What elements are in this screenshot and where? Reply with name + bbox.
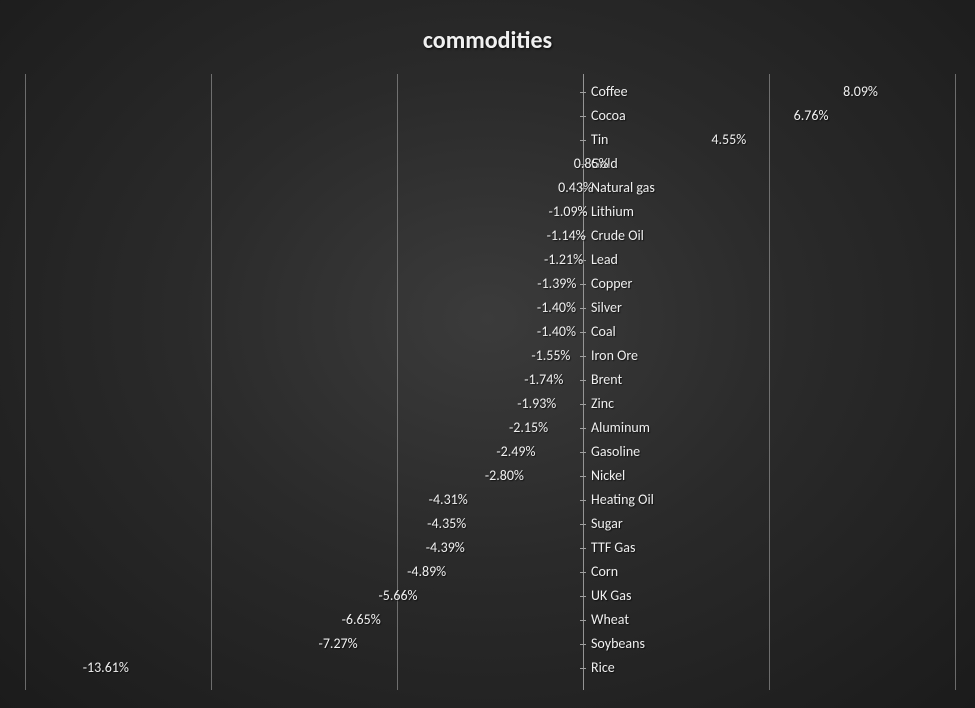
value-label: -1.74%: [524, 368, 563, 392]
category-label: Aluminum: [591, 416, 650, 440]
value-label: -2.49%: [496, 440, 535, 464]
chart-row: Coffee 8.09%: [25, 80, 955, 104]
category-label: Tin: [591, 128, 608, 152]
chart-row: Lead -1.21%: [25, 248, 955, 272]
axis-tick: [580, 92, 586, 93]
axis-tick: [580, 356, 586, 357]
value-label: 4.55%: [711, 128, 746, 152]
value-label: -4.31%: [429, 488, 468, 512]
axis-tick: [580, 572, 586, 573]
category-label: TTF Gas: [591, 536, 635, 560]
axis-tick: [580, 500, 586, 501]
axis-tick: [580, 116, 586, 117]
chart-row: Lithium-1.09%: [25, 200, 955, 224]
axis-tick: [580, 140, 586, 141]
chart-row: Tin 4.55%: [25, 128, 955, 152]
category-label: Iron Ore: [591, 344, 638, 368]
value-label: -6.65%: [342, 608, 381, 632]
value-label: -4.89%: [407, 560, 446, 584]
value-label: -2.15%: [509, 416, 548, 440]
value-label: -1.40%: [537, 296, 576, 320]
category-label: Lead: [591, 248, 618, 272]
chart-row: Silver -1.40%: [25, 296, 955, 320]
category-label: Nickel: [591, 464, 625, 488]
category-label: Sugar: [591, 512, 623, 536]
axis-tick: [580, 404, 586, 405]
axis-tick: [580, 380, 586, 381]
gridline: [955, 80, 956, 690]
value-label: -1.93%: [517, 392, 556, 416]
axis-tick: [580, 428, 586, 429]
category-label: Brent: [591, 368, 622, 392]
value-label: -1.55%: [531, 344, 570, 368]
chart-row: Aluminum -2.15%: [25, 416, 955, 440]
chart-row: Crude Oil-1.14%: [25, 224, 955, 248]
category-label: Wheat: [591, 608, 629, 632]
category-label: Heating Oil: [591, 488, 654, 512]
category-label: Coffee: [591, 80, 628, 104]
chart-row: Zinc -1.93%: [25, 392, 955, 416]
chart-row: TTF Gas -4.39%: [25, 536, 955, 560]
axis-tick: [580, 548, 586, 549]
axis-tick: [580, 308, 586, 309]
category-label: Copper: [591, 272, 632, 296]
chart-row: Sugar -4.35%: [25, 512, 955, 536]
chart-row: Heating Oil -4.31%: [25, 488, 955, 512]
category-label: Cocoa: [591, 104, 626, 128]
chart-row: Brent -1.74%: [25, 368, 955, 392]
axis-tick: [580, 452, 586, 453]
category-label: Coal: [591, 320, 616, 344]
category-label: Zinc: [591, 392, 614, 416]
value-label: -5.66%: [378, 584, 417, 608]
axis-tick: [580, 668, 586, 669]
category-label: Natural gas: [591, 176, 655, 200]
value-label: -1.14%: [547, 224, 586, 248]
chart-row: Corn -4.89%: [25, 560, 955, 584]
axis-tick: [580, 332, 586, 333]
value-label: -2.80%: [485, 464, 524, 488]
chart-row: Gold0.85%: [25, 152, 955, 176]
axis-tick: [580, 476, 586, 477]
value-label: -4.39%: [426, 536, 465, 560]
axis-tick: [580, 644, 586, 645]
value-label: 0.43%: [558, 176, 593, 200]
chart-title: commodities: [0, 26, 975, 55]
plot-area: Coffee 8.09% Cocoa 6.76% Tin 4.55%Gold0.85%Na…: [25, 80, 955, 690]
value-label: -1.09%: [548, 200, 587, 224]
axis-tick: [580, 524, 586, 525]
axis-tick: [580, 620, 586, 621]
value-label: -1.21%: [544, 248, 583, 272]
category-label: Corn: [591, 560, 618, 584]
category-label: Lithium: [591, 200, 634, 224]
axis-tick: [580, 596, 586, 597]
chart-row: Gasoline -2.49%: [25, 440, 955, 464]
value-label: 6.76%: [794, 104, 829, 128]
chart-row: Natural gas0.43%: [25, 176, 955, 200]
value-label: -1.40%: [537, 320, 576, 344]
axis-tick: [580, 284, 586, 285]
category-label: Gasoline: [591, 440, 640, 464]
value-label: 8.09%: [843, 80, 878, 104]
chart-row: Rice -13.61%: [25, 656, 955, 680]
chart-row: UK Gas -5.66%: [25, 584, 955, 608]
category-label: Rice: [591, 656, 615, 680]
category-label: Soybeans: [591, 632, 645, 656]
chart-row: Wheat -6.65%: [25, 608, 955, 632]
value-label: -4.35%: [427, 512, 466, 536]
value-label: -13.61%: [83, 656, 129, 680]
value-label: 0.85%: [574, 152, 609, 176]
chart-row: Copper -1.39%: [25, 272, 955, 296]
value-label: -1.39%: [537, 272, 576, 296]
category-label: Crude Oil: [591, 224, 644, 248]
chart-row: Cocoa 6.76%: [25, 104, 955, 128]
category-label: UK Gas: [591, 584, 631, 608]
chart-row: Coal -1.40%: [25, 320, 955, 344]
chart-stage: commodities Coffee 8.09% Cocoa 6.76% Tin 4.55…: [0, 0, 975, 708]
chart-row: Soybeans -7.27%: [25, 632, 955, 656]
chart-row: Nickel -2.80%: [25, 464, 955, 488]
category-label: Silver: [591, 296, 622, 320]
chart-row: Iron Ore -1.55%: [25, 344, 955, 368]
value-label: -7.27%: [319, 632, 358, 656]
